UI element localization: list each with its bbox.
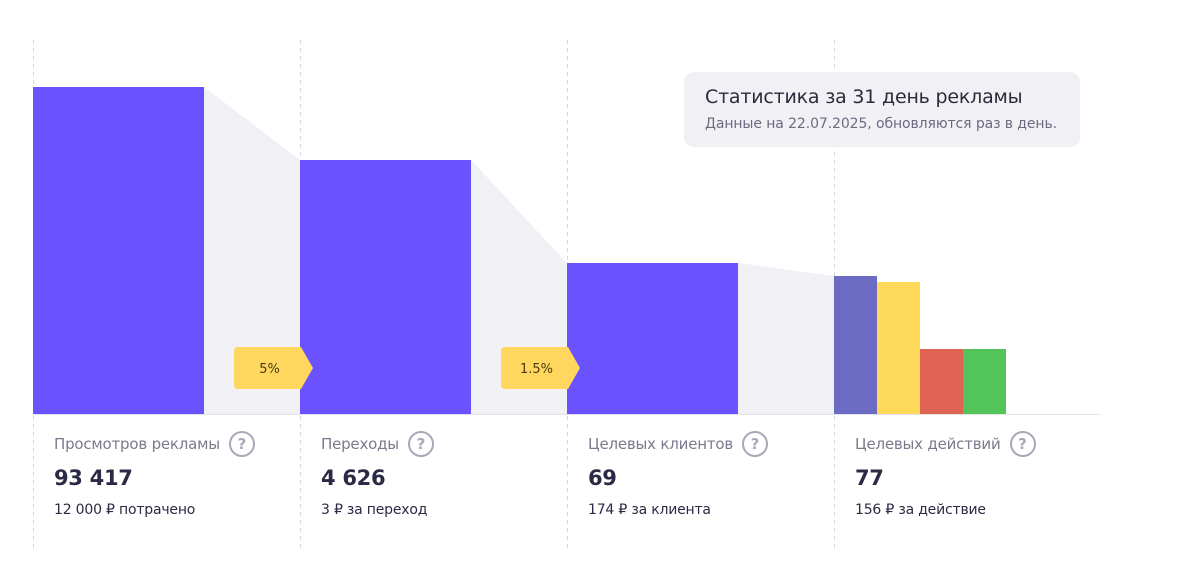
stat-impressions: Просмотров рекламы ? 93 417 12 000 ₽ пот… <box>54 428 294 518</box>
stat-target-clients: Целевых клиентов ? 69 174 ₽ за клиента <box>588 428 828 518</box>
funnel-connector <box>738 263 834 414</box>
funnel-connector <box>204 87 300 414</box>
stat-clicks: Переходы ? 4 626 3 ₽ за переход <box>321 428 561 518</box>
stat-label: Целевых клиентов <box>588 435 734 453</box>
conversion-rate-label: 5% <box>259 362 280 377</box>
stage-bar <box>300 160 471 414</box>
stat-value: 93 417 <box>54 466 133 490</box>
stat-value: 4 626 <box>321 466 386 490</box>
stage-bar <box>567 263 738 414</box>
action-bar <box>877 282 920 414</box>
stat-label: Просмотров рекламы <box>54 435 220 453</box>
stat-label: Целевых действий <box>855 435 1001 453</box>
stat-cost: 3 ₽ за переход <box>321 502 428 518</box>
help-icon[interactable]: ? <box>228 431 255 457</box>
action-bar <box>963 349 1006 414</box>
stat-value: 77 <box>855 466 884 490</box>
info-subtitle: Данные на 22.07.2025, обновляются раз в … <box>705 116 1057 132</box>
info-title: Статистика за 31 день рекламы <box>705 86 1023 108</box>
stage-bar <box>33 87 204 414</box>
stats-info-box: Статистика за 31 день рекламы Данные на … <box>684 72 1080 147</box>
stat-label: Переходы <box>321 435 399 453</box>
conversion-badge <box>234 347 313 389</box>
stat-value: 69 <box>588 466 617 490</box>
action-bar <box>920 349 963 414</box>
conversion-rate-label: 1.5% <box>520 362 553 377</box>
stat-target-actions: Целевых действий ? 77 156 ₽ за действие <box>855 428 1095 518</box>
help-icon[interactable]: ? <box>407 431 434 457</box>
stat-cost: 174 ₽ за клиента <box>588 502 711 518</box>
stat-cost: 12 000 ₽ потрачено <box>54 502 196 518</box>
conversion-badge <box>501 347 580 389</box>
action-bar <box>834 276 877 414</box>
help-icon[interactable]: ? <box>742 431 769 457</box>
stat-cost: 156 ₽ за действие <box>855 502 986 518</box>
help-icon[interactable]: ? <box>1009 431 1036 457</box>
